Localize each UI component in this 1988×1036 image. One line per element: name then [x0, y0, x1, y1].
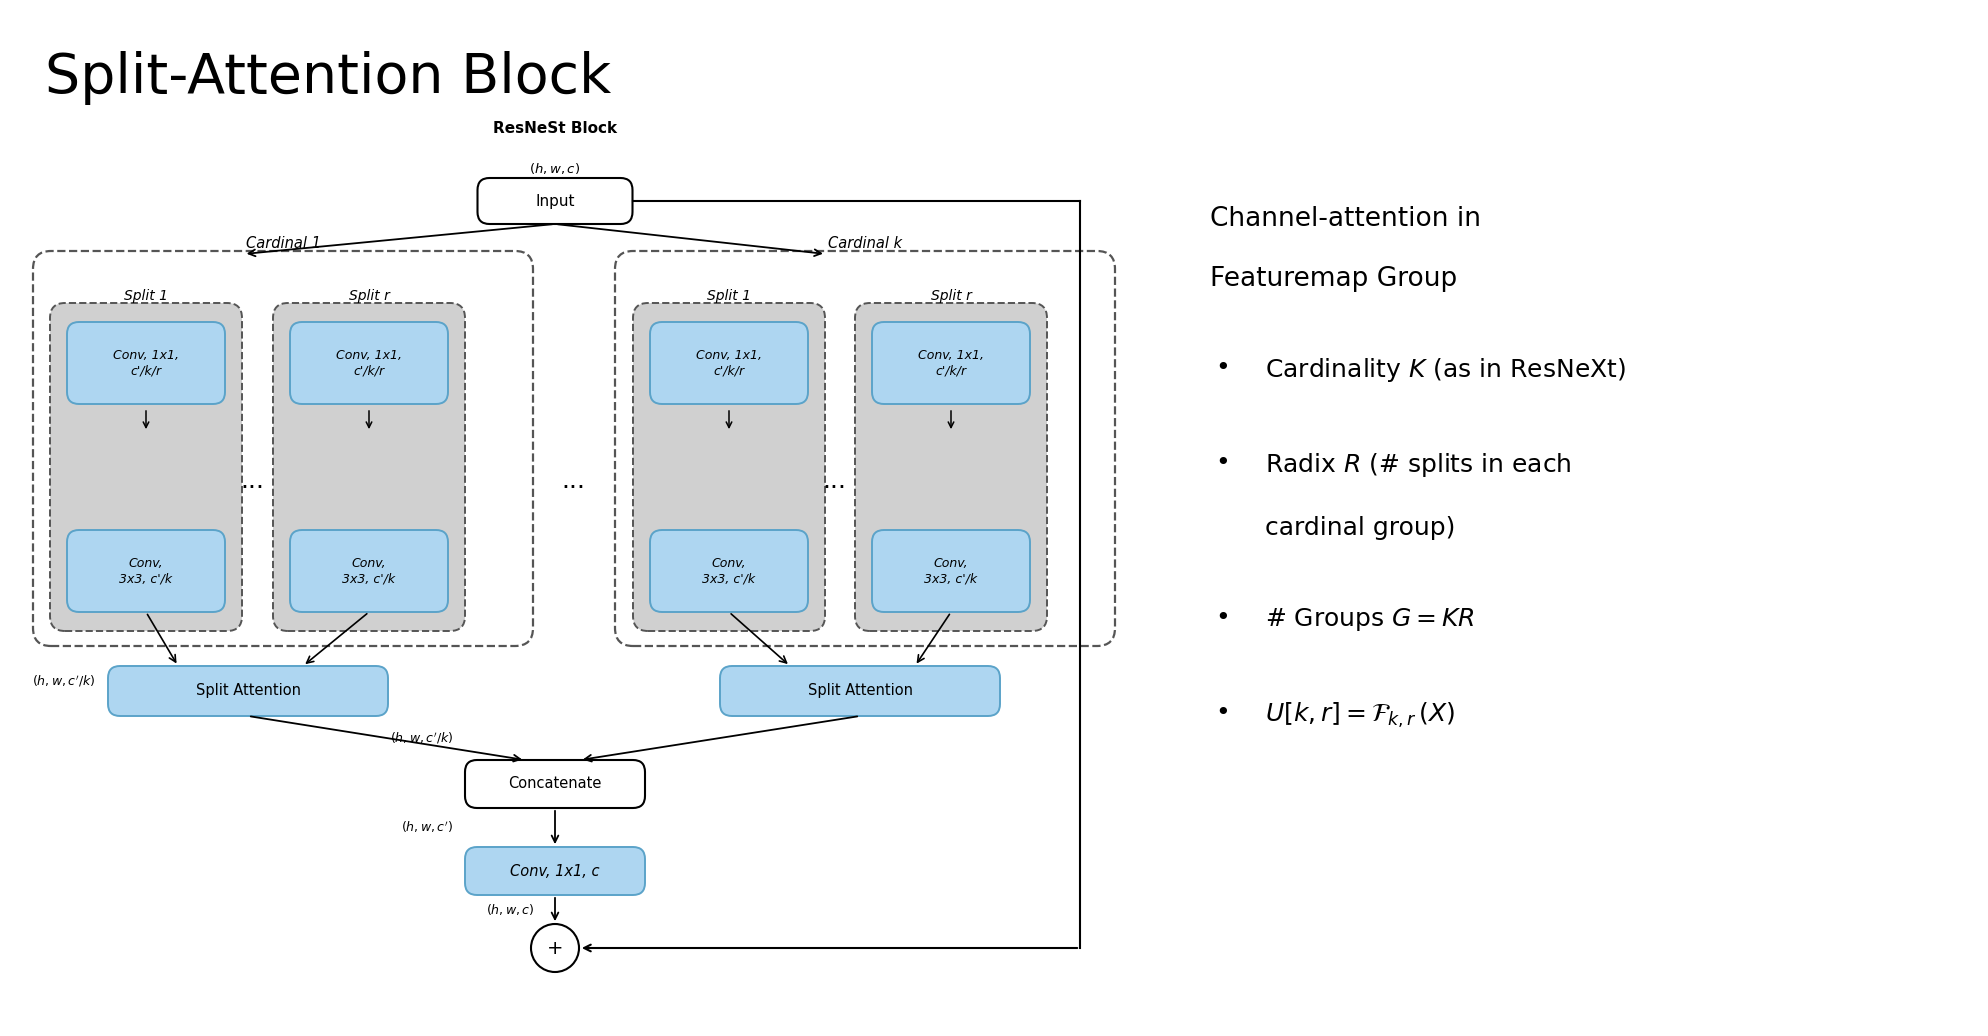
- FancyBboxPatch shape: [290, 530, 447, 612]
- Text: Conv, 1x1,
c'/k/r: Conv, 1x1, c'/k/r: [918, 349, 984, 377]
- FancyBboxPatch shape: [107, 666, 388, 716]
- Text: +: +: [547, 939, 563, 957]
- Text: cardinal group): cardinal group): [1264, 516, 1455, 540]
- FancyBboxPatch shape: [465, 847, 644, 895]
- FancyBboxPatch shape: [873, 322, 1030, 404]
- Text: •: •: [1215, 451, 1231, 474]
- Text: Split 1: Split 1: [708, 289, 751, 303]
- Text: $(h, w, c)$: $(h, w, c)$: [487, 902, 535, 917]
- FancyBboxPatch shape: [720, 666, 1000, 716]
- Text: •: •: [1215, 356, 1231, 380]
- Text: Split 1: Split 1: [123, 289, 169, 303]
- Text: Conv,
3x3, c'/k: Conv, 3x3, c'/k: [702, 557, 755, 585]
- FancyBboxPatch shape: [465, 760, 644, 808]
- Text: Channel-attention in: Channel-attention in: [1211, 206, 1481, 232]
- Text: ...: ...: [241, 469, 264, 493]
- Text: Cardinality $K$ (as in ResNeXt): Cardinality $K$ (as in ResNeXt): [1264, 356, 1626, 384]
- Text: ...: ...: [821, 469, 847, 493]
- Text: Radix $R$ (# splits in each: Radix $R$ (# splits in each: [1264, 451, 1573, 479]
- Text: Input: Input: [535, 194, 575, 208]
- Text: $(h, w, c)$: $(h, w, c)$: [529, 161, 580, 175]
- FancyBboxPatch shape: [68, 322, 225, 404]
- Text: Conv, 1x1,
c'/k/r: Conv, 1x1, c'/k/r: [113, 349, 179, 377]
- FancyBboxPatch shape: [68, 530, 225, 612]
- Text: $U[k, r] = \mathcal{F}_{k,r}\,(X)$: $U[k, r] = \mathcal{F}_{k,r}\,(X)$: [1264, 701, 1455, 730]
- Text: Conv, 1x1,
c'/k/r: Conv, 1x1, c'/k/r: [696, 349, 761, 377]
- FancyBboxPatch shape: [50, 303, 243, 631]
- Text: Conv, 1x1, c: Conv, 1x1, c: [511, 863, 600, 879]
- FancyBboxPatch shape: [855, 303, 1048, 631]
- Text: Concatenate: Concatenate: [509, 777, 602, 792]
- Text: # Groups $G = KR$: # Groups $G = KR$: [1264, 606, 1475, 633]
- FancyBboxPatch shape: [632, 303, 825, 631]
- Text: $(h, w, c'/k)$: $(h, w, c'/k)$: [32, 673, 95, 689]
- FancyBboxPatch shape: [477, 178, 632, 224]
- FancyBboxPatch shape: [272, 303, 465, 631]
- Text: Split Attention: Split Attention: [807, 684, 912, 698]
- Text: Conv, 1x1,
c'/k/r: Conv, 1x1, c'/k/r: [336, 349, 402, 377]
- Text: Split Attention: Split Attention: [195, 684, 300, 698]
- Text: $(h, w, c')$: $(h, w, c')$: [402, 819, 453, 835]
- Text: Conv,
3x3, c'/k: Conv, 3x3, c'/k: [342, 557, 396, 585]
- FancyBboxPatch shape: [873, 530, 1030, 612]
- Text: Featuremap Group: Featuremap Group: [1211, 266, 1457, 292]
- Text: ...: ...: [561, 469, 584, 493]
- FancyBboxPatch shape: [650, 530, 807, 612]
- Text: $(h, w, c'/k)$: $(h, w, c'/k)$: [390, 730, 453, 746]
- Text: Cardinal 1: Cardinal 1: [247, 235, 320, 251]
- Text: Split r: Split r: [930, 289, 972, 303]
- Text: Cardinal k: Cardinal k: [827, 235, 903, 251]
- Text: Conv,
3x3, c'/k: Conv, 3x3, c'/k: [924, 557, 978, 585]
- Text: •: •: [1215, 701, 1231, 725]
- FancyBboxPatch shape: [290, 322, 447, 404]
- Text: •: •: [1215, 606, 1231, 630]
- Text: ResNeSt Block: ResNeSt Block: [493, 120, 616, 136]
- FancyBboxPatch shape: [650, 322, 807, 404]
- Text: Conv,
3x3, c'/k: Conv, 3x3, c'/k: [119, 557, 173, 585]
- Text: Split r: Split r: [348, 289, 390, 303]
- Text: Split-Attention Block: Split-Attention Block: [46, 51, 610, 105]
